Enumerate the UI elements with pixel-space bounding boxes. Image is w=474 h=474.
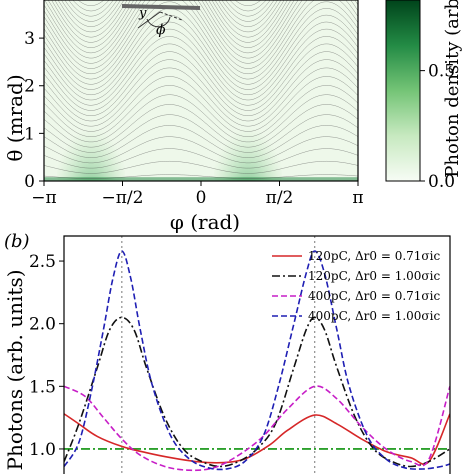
heatmap-contour-11 [44, 59, 358, 122]
heatmap-x-tick-label-1: −π/2 [102, 188, 144, 208]
heatmap-contour-17 [44, 14, 358, 90]
heatmap-contour-8 [44, 85, 358, 137]
legend: 120pC, Δr0 = 0.71σic 120pC, Δr0 = 1.00σic… [272, 249, 440, 323]
heatmap-contour-32 [72, 0, 267, 12]
heatmap-contour-23 [44, 0, 358, 59]
legend-label-3: 400pC, Δr0 = 1.00σic [308, 309, 440, 323]
inset-geometry-sketch: y ϕ [121, 4, 201, 38]
heatmap-contour-30 [64, 0, 275, 22]
heatmap-x-axis-label: φ (rad) [170, 210, 240, 234]
heatmap-contour-16 [44, 21, 358, 96]
line-plot-y-tick-label-0: 1.0 [29, 440, 56, 460]
heatmap-contour-2 [44, 148, 358, 169]
heatmap-contour-3 [44, 136, 358, 164]
inset-dashed-line [159, 11, 183, 21]
heatmap-y-tick-label-0: 0 [24, 172, 35, 192]
heatmap-contour-28 [57, 0, 282, 33]
colorbar-label: Photon density (arb. [442, 0, 463, 178]
heatmap-contour-0 [44, 174, 358, 179]
colorbar-tick-label-1: 0.5 [428, 62, 455, 82]
inset-phi-symbol: ϕ [156, 22, 166, 38]
heatmap-y-ticks: 0 1 2 3 [24, 29, 44, 192]
heatmap-y-tick-label-1: 1 [24, 124, 35, 144]
heatmap-contour-7 [44, 94, 358, 143]
inset-axis-line [137, 11, 161, 29]
heatmap-contour-26 [51, 0, 288, 43]
inset-beam [121, 4, 201, 10]
legend-label-0: 120pC, Δr0 = 0.71σic [308, 249, 440, 263]
line-plot-y-ticks: 1.0 1.5 2.0 2.5 [29, 252, 64, 460]
inset-angle-arc [146, 16, 171, 28]
line-plot-panel: (b) Photons (arb. units) 1.0 1.5 2.0 2.5 12… [3, 231, 451, 474]
heatmap-x-tick-label-2: 0 [196, 188, 207, 208]
heatmap-contour-33 [77, 0, 262, 6]
heatmap-y-tick-label-3: 3 [24, 29, 35, 49]
colorbar-ticks: 0.0 0.5 [420, 62, 455, 192]
series-line-2 [64, 385, 450, 472]
heatmap-contour-19 [44, 1, 358, 80]
colorbar-tick-label-0: 0.0 [428, 172, 455, 192]
line-plot-series [64, 250, 450, 472]
heatmap-contour-22 [44, 0, 358, 64]
heatmap-contour-14 [44, 36, 358, 106]
heatmap-contour-10 [44, 67, 358, 127]
heatmap-x-tick-label-3: π/2 [266, 188, 294, 208]
heatmap-x-tick-label-0: −π [31, 188, 56, 208]
heatmap-contour-1 [44, 160, 358, 174]
line-plot-y-axis-label: Photons (arb. units) [3, 269, 27, 470]
heatmap-contour-20 [44, 0, 358, 75]
heatmap-contour-25 [47, 0, 292, 48]
heatmap-contour-6 [44, 104, 358, 148]
inset-y-symbol: y [138, 6, 147, 21]
line-plot-frame [63, 235, 451, 474]
heatmap-contour-12 [44, 51, 358, 116]
heatmap-contour-29 [61, 0, 278, 27]
heatmap-contour-27 [54, 0, 285, 38]
heatmap-contour-18 [44, 8, 358, 85]
colorbar [385, 0, 421, 182]
line-plot-y-tick-label-1: 1.5 [29, 377, 56, 397]
heatmap-baseline-band [44, 177, 358, 181]
series-line-0 [64, 413, 450, 466]
heatmap-contour-9 [44, 76, 358, 132]
legend-label-1: 120pC, Δr0 = 1.00σic [308, 269, 440, 283]
legend-label-2: 400pC, Δr0 = 0.71σic [308, 289, 440, 303]
series-line-3 [64, 250, 450, 471]
heatmap-contour-15 [44, 28, 358, 101]
line-plot-y-tick-label-2: 2.0 [29, 315, 56, 335]
heatmap-contour-24 [44, 0, 295, 54]
panel-label-b: (b) [4, 231, 30, 252]
heatmap-contour-5 [44, 114, 358, 153]
heatmap-contour-4 [44, 125, 358, 158]
heatmap-contours [44, 0, 358, 179]
line-plot-y-tick-label-3: 2.5 [29, 252, 56, 272]
heatmap-contour-21 [44, 0, 358, 69]
heatmap-x-tick-label-4: π [352, 188, 363, 208]
heatmap-x-ticks: −π −π/2 0 π/2 π [31, 181, 364, 208]
heatmap-y-tick-label-2: 2 [24, 77, 35, 97]
heatmap-contour-31 [68, 0, 271, 17]
heatmap-contour-13 [44, 43, 358, 111]
heatmap-y-axis-label: θ (mrad) [3, 74, 27, 161]
heatmap-panel: −π −π/2 0 π/2 π 0 1 2 3 y ϕ θ (mrad) φ (rad) 0.… [3, 0, 463, 234]
